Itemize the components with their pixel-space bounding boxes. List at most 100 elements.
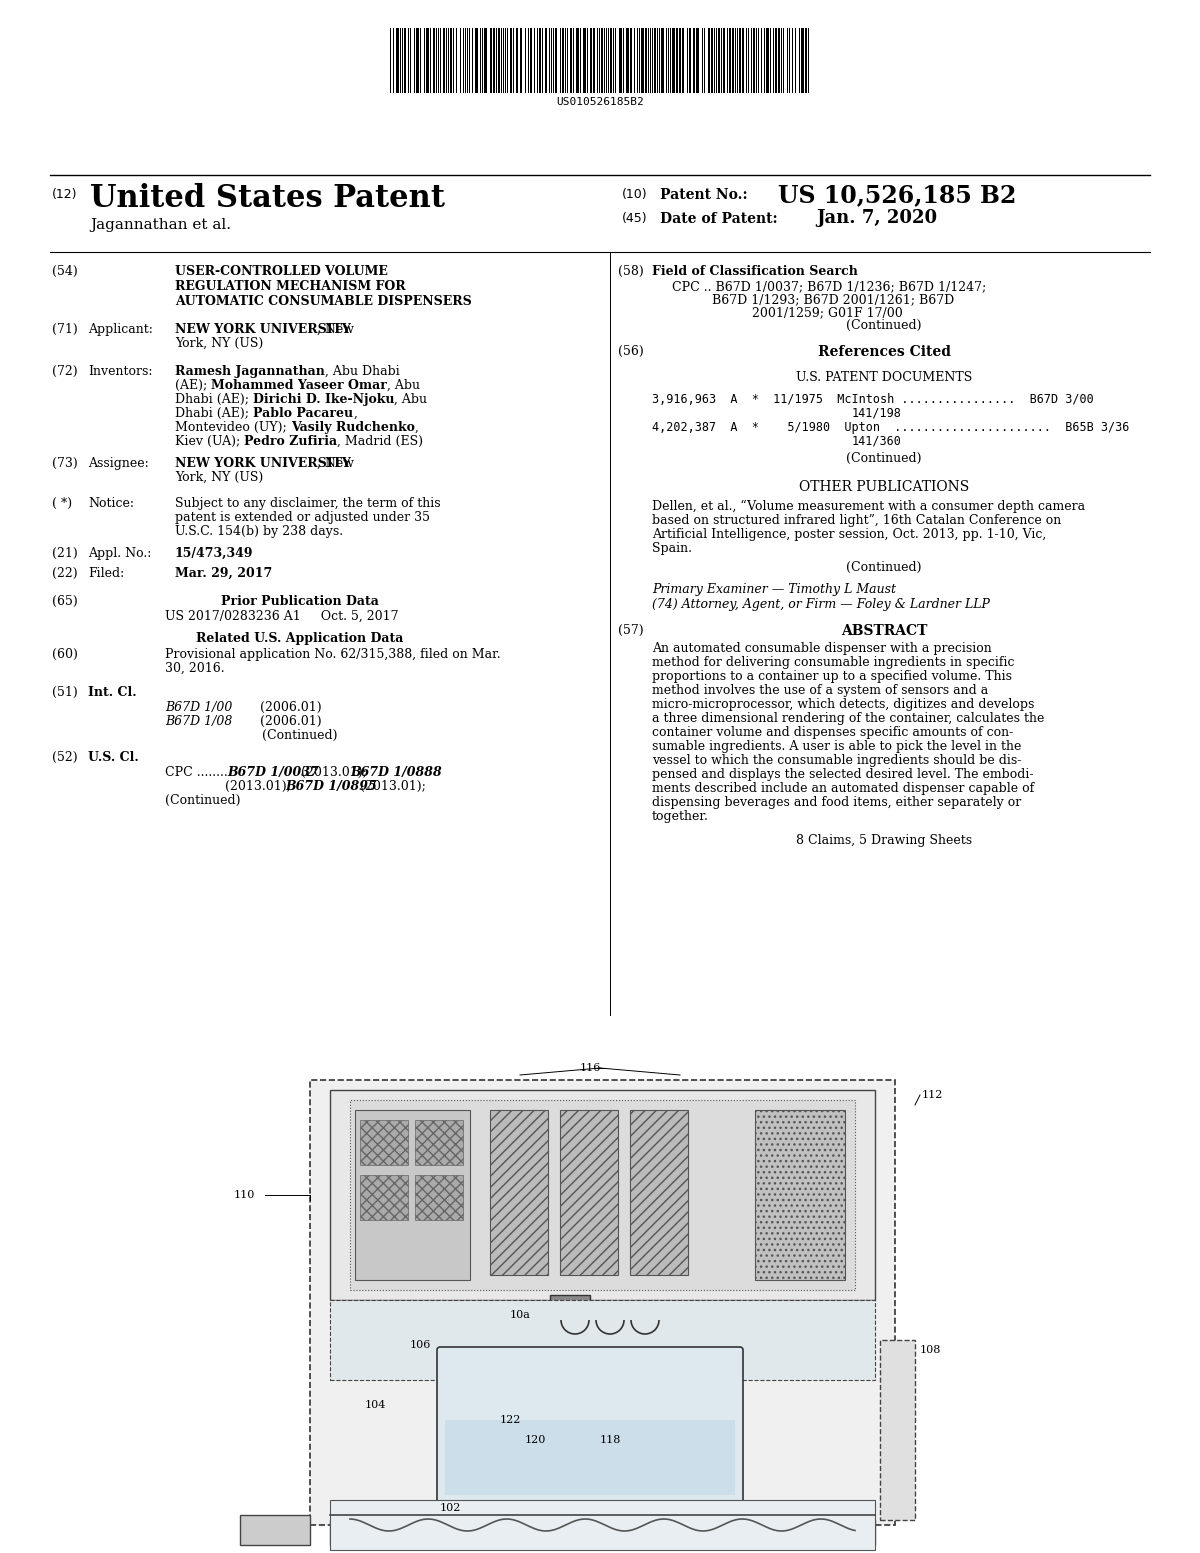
Bar — [630, 28, 632, 93]
Text: (71): (71) — [52, 323, 78, 335]
Bar — [554, 28, 557, 93]
Text: Mohammed Yaseer Omar: Mohammed Yaseer Omar — [211, 379, 388, 391]
Bar — [710, 28, 713, 93]
Bar — [696, 28, 698, 93]
Bar — [632, 28, 634, 93]
Bar — [350, 1100, 854, 1291]
Bar — [619, 28, 622, 93]
Text: ABSTRACT: ABSTRACT — [841, 624, 928, 638]
FancyBboxPatch shape — [437, 1346, 743, 1503]
Bar — [641, 28, 644, 93]
Text: B67D 1/0888: B67D 1/0888 — [350, 766, 442, 780]
Bar — [526, 28, 528, 93]
Text: Appl. No.:: Appl. No.: — [88, 547, 151, 561]
Bar — [530, 28, 532, 93]
Bar — [574, 28, 576, 93]
Bar — [744, 28, 746, 93]
Bar — [796, 28, 799, 93]
Text: vessel to which the consumable ingredients should be dis-: vessel to which the consumable ingredien… — [652, 755, 1021, 767]
Text: ments described include an automated dispenser capable of: ments described include an automated dis… — [652, 783, 1034, 795]
Text: (21): (21) — [52, 547, 78, 561]
Text: An automated consumable dispenser with a precision: An automated consumable dispenser with a… — [652, 641, 991, 655]
Text: ,: , — [415, 421, 419, 433]
Text: CPC .. B67D 1/0037; B67D 1/1236; B67D 1/1247;: CPC .. B67D 1/0037; B67D 1/1236; B67D 1/… — [672, 280, 986, 294]
Bar — [493, 28, 496, 93]
Text: (51): (51) — [52, 686, 78, 699]
Text: Provisional application No. 62/315,388, filed on Mar.: Provisional application No. 62/315,388, … — [166, 648, 500, 662]
Text: US010526185B2: US010526185B2 — [556, 96, 644, 107]
Text: 2001/1259; G01F 17/00: 2001/1259; G01F 17/00 — [752, 306, 902, 318]
Text: Artificial Intelligence, poster session, Oct. 2013, pp. 1-10, Vic,: Artificial Intelligence, poster session,… — [652, 528, 1046, 540]
Text: Spain.: Spain. — [652, 542, 692, 554]
Bar — [718, 28, 720, 93]
Bar — [470, 28, 472, 93]
Bar — [749, 28, 751, 93]
Text: (Continued): (Continued) — [846, 452, 922, 464]
Text: a three dimensional rendering of the container, calculates the: a three dimensional rendering of the con… — [652, 711, 1044, 725]
Bar — [457, 28, 460, 93]
Text: 104: 104 — [365, 1399, 386, 1410]
Text: Dhabi (AE);: Dhabi (AE); — [175, 407, 253, 419]
Bar — [624, 28, 626, 93]
Bar — [355, 1110, 470, 1280]
Bar — [450, 28, 452, 93]
Bar — [576, 28, 580, 93]
Text: Dellen, et al., “Volume measurement with a consumer depth camera: Dellen, et al., “Volume measurement with… — [652, 500, 1085, 512]
Bar — [646, 28, 647, 93]
Text: (72): (72) — [52, 365, 78, 377]
Bar — [684, 28, 686, 93]
Text: (56): (56) — [618, 345, 643, 359]
Text: US 10,526,185 B2: US 10,526,185 B2 — [778, 183, 1016, 207]
Bar — [396, 28, 398, 93]
Text: method involves the use of a system of sensors and a: method involves the use of a system of s… — [652, 683, 989, 697]
Bar — [654, 28, 656, 93]
Text: based on structured infrared light”, 16th Catalan Conference on: based on structured infrared light”, 16t… — [652, 514, 1061, 526]
Text: 106: 106 — [410, 1340, 431, 1350]
Text: Related U.S. Application Data: Related U.S. Application Data — [197, 632, 403, 644]
Text: , Madrid (ES): , Madrid (ES) — [337, 435, 424, 447]
Bar — [679, 28, 682, 93]
Bar — [562, 28, 564, 93]
Text: ,: , — [353, 407, 358, 419]
Bar — [514, 28, 516, 93]
Bar — [431, 28, 433, 93]
Bar — [805, 28, 808, 93]
Bar — [542, 28, 545, 93]
Text: 10a: 10a — [510, 1311, 530, 1320]
Text: Date of Patent:: Date of Patent: — [660, 213, 778, 227]
Text: method for delivering consumable ingredients in specific: method for delivering consumable ingredi… — [652, 655, 1014, 669]
Text: , Abu Dhabi: , Abu Dhabi — [325, 365, 400, 377]
Bar — [626, 28, 629, 93]
Bar — [635, 28, 637, 93]
Bar — [682, 28, 684, 93]
Bar — [330, 1090, 875, 1300]
Bar — [732, 28, 734, 93]
Bar — [330, 1520, 875, 1545]
Bar — [442, 28, 443, 93]
Bar — [725, 28, 727, 93]
Bar — [590, 28, 592, 93]
Bar — [583, 28, 586, 93]
Bar — [508, 28, 510, 93]
Bar — [581, 28, 583, 93]
Bar — [416, 28, 419, 93]
Text: 15/473,349: 15/473,349 — [175, 547, 253, 561]
Bar — [545, 28, 547, 93]
Text: (73): (73) — [52, 457, 78, 471]
Text: container volume and dispenses specific amounts of con-: container volume and dispenses specific … — [652, 725, 1013, 739]
Bar — [510, 28, 512, 93]
Bar — [516, 28, 518, 93]
Bar — [560, 1110, 618, 1275]
Bar — [330, 1300, 875, 1381]
Bar — [461, 28, 463, 93]
Bar — [772, 28, 773, 93]
Text: Primary Examiner — Timothy L Maust: Primary Examiner — Timothy L Maust — [652, 582, 896, 596]
Bar — [406, 28, 408, 93]
Bar — [522, 28, 526, 93]
Bar — [240, 1516, 310, 1545]
Bar — [778, 28, 780, 93]
Bar — [498, 28, 500, 93]
Bar — [487, 28, 490, 93]
Bar — [490, 1110, 548, 1275]
Bar — [616, 28, 619, 93]
